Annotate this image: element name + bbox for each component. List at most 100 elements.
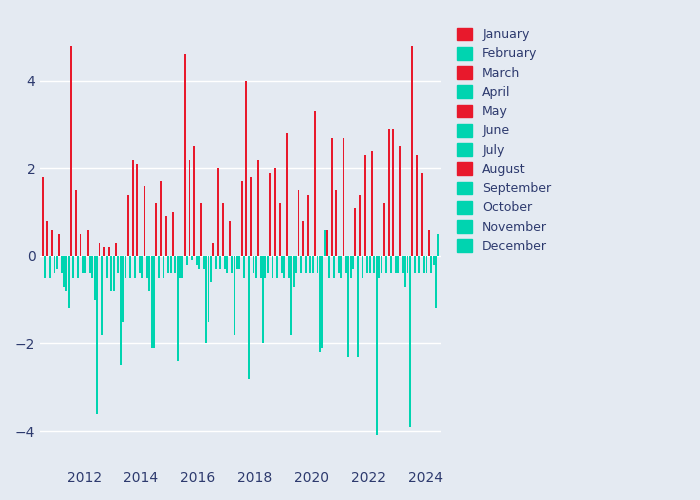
Bar: [369, 256, 370, 274]
Bar: [323, 230, 326, 256]
Bar: [122, 256, 124, 322]
Bar: [364, 155, 366, 256]
Bar: [46, 221, 48, 256]
Bar: [42, 177, 43, 256]
Bar: [77, 256, 79, 278]
Bar: [250, 177, 252, 256]
Bar: [290, 256, 293, 334]
Bar: [295, 256, 297, 274]
Bar: [127, 194, 129, 256]
Bar: [366, 256, 368, 274]
Bar: [198, 256, 200, 269]
Bar: [316, 256, 319, 274]
Bar: [428, 230, 430, 256]
Bar: [421, 172, 423, 256]
Bar: [426, 256, 428, 274]
Bar: [101, 256, 103, 334]
Bar: [340, 256, 342, 278]
Bar: [321, 256, 323, 348]
Bar: [44, 256, 46, 278]
Bar: [125, 256, 127, 278]
Bar: [390, 256, 392, 274]
Bar: [279, 204, 281, 256]
Bar: [70, 46, 72, 256]
Bar: [312, 256, 314, 274]
Bar: [258, 160, 259, 256]
Bar: [430, 256, 432, 274]
Bar: [354, 208, 356, 256]
Bar: [51, 230, 53, 256]
Bar: [269, 172, 271, 256]
Bar: [153, 256, 155, 348]
Bar: [65, 256, 67, 291]
Bar: [174, 256, 176, 274]
Bar: [136, 164, 139, 256]
Bar: [359, 194, 361, 256]
Bar: [212, 243, 214, 256]
Bar: [383, 204, 385, 256]
Bar: [416, 155, 418, 256]
Bar: [219, 256, 221, 269]
Bar: [162, 256, 164, 278]
Bar: [412, 46, 413, 256]
Bar: [286, 134, 288, 256]
Bar: [345, 256, 347, 274]
Bar: [281, 256, 283, 274]
Bar: [229, 221, 231, 256]
Bar: [200, 204, 202, 256]
Bar: [56, 256, 58, 269]
Bar: [253, 256, 254, 274]
Bar: [210, 256, 212, 282]
Bar: [89, 256, 91, 274]
Bar: [63, 256, 65, 286]
Bar: [309, 256, 312, 274]
Bar: [414, 256, 416, 274]
Bar: [307, 194, 309, 256]
Bar: [94, 256, 96, 300]
Bar: [376, 256, 378, 436]
Bar: [158, 256, 160, 278]
Bar: [424, 256, 425, 274]
Bar: [272, 256, 274, 278]
Bar: [331, 138, 332, 256]
Bar: [246, 80, 247, 256]
Bar: [130, 256, 131, 278]
Bar: [328, 256, 330, 278]
Bar: [243, 256, 245, 278]
Bar: [284, 256, 286, 278]
Bar: [255, 256, 257, 278]
Bar: [193, 146, 195, 256]
Bar: [73, 256, 74, 278]
Bar: [205, 256, 207, 344]
Bar: [58, 234, 60, 256]
Bar: [393, 129, 394, 256]
Bar: [378, 256, 380, 278]
Bar: [388, 129, 389, 256]
Bar: [108, 247, 110, 256]
Bar: [435, 256, 437, 308]
Bar: [191, 256, 193, 260]
Bar: [400, 146, 401, 256]
Bar: [139, 256, 141, 274]
Bar: [419, 256, 420, 274]
Bar: [319, 256, 321, 352]
Bar: [120, 256, 122, 366]
Bar: [352, 256, 354, 269]
Bar: [87, 230, 89, 256]
Bar: [227, 256, 228, 274]
Bar: [160, 182, 162, 256]
Bar: [335, 190, 337, 256]
Bar: [176, 256, 178, 361]
Bar: [409, 256, 411, 426]
Bar: [118, 256, 120, 274]
Bar: [84, 256, 86, 274]
Bar: [347, 256, 349, 356]
Bar: [179, 256, 181, 278]
Bar: [314, 112, 316, 256]
Bar: [224, 256, 226, 269]
Bar: [222, 204, 223, 256]
Bar: [92, 256, 93, 278]
Bar: [302, 221, 304, 256]
Bar: [362, 256, 363, 278]
Bar: [155, 204, 158, 256]
